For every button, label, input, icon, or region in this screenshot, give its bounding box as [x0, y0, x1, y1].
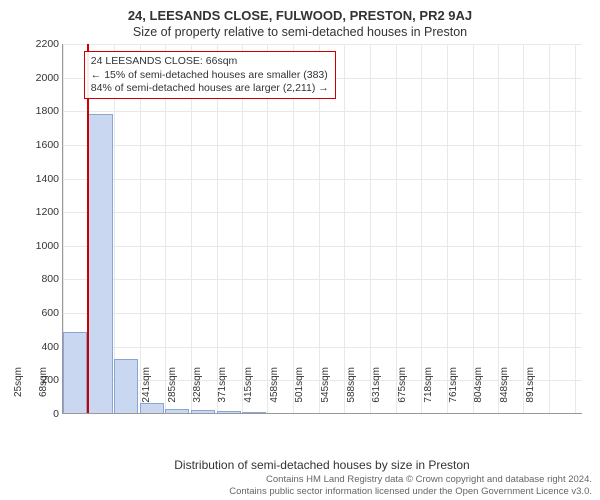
- xtick-label: 371sqm: [217, 367, 228, 417]
- gridline-v: [370, 44, 371, 413]
- chart-subtitle: Size of property relative to semi-detach…: [10, 25, 590, 39]
- annotation-line: 84% of semi-detached houses are larger (…: [91, 82, 329, 95]
- gridline-h: [63, 145, 582, 146]
- gridline-h: [63, 347, 582, 348]
- gridline-v: [267, 44, 268, 413]
- histogram-bar: [165, 409, 189, 413]
- footer-attribution: Contains HM Land Registry data © Crown c…: [229, 474, 592, 498]
- xtick-label: 891sqm: [525, 367, 536, 417]
- histogram-bar: [191, 410, 215, 413]
- chart-container: 24, LEESANDS CLOSE, FULWOOD, PRESTON, PR…: [0, 0, 600, 500]
- gridline-v: [242, 44, 243, 413]
- annotation-line: 24 LEESANDS CLOSE: 66sqm: [91, 55, 329, 68]
- gridline-v: [344, 44, 345, 413]
- plot-area: 0200400600800100012001400160018002000220…: [62, 44, 582, 414]
- histogram-bar: [88, 114, 112, 413]
- gridline-v: [523, 44, 524, 413]
- chart-title: 24, LEESANDS CLOSE, FULWOOD, PRESTON, PR…: [10, 8, 590, 23]
- xtick-label: 415sqm: [243, 367, 254, 417]
- xtick-label: 761sqm: [448, 367, 459, 417]
- xtick-label: 631sqm: [371, 367, 382, 417]
- xtick-label: 501sqm: [294, 367, 305, 417]
- histogram-bar: [242, 412, 266, 413]
- ytick-label: 2000: [36, 72, 63, 84]
- annotation-box: 24 LEESANDS CLOSE: 66sqm← 15% of semi-de…: [84, 51, 336, 98]
- xtick-label: 458sqm: [269, 367, 280, 417]
- annotation-line: ← 15% of semi-detached houses are smalle…: [91, 69, 329, 82]
- gridline-v: [549, 44, 550, 413]
- gridline-h: [63, 212, 582, 213]
- xtick-label: 675sqm: [397, 367, 408, 417]
- ytick-label: 1600: [36, 139, 63, 151]
- ytick-label: 1400: [36, 173, 63, 185]
- gridline-v: [421, 44, 422, 413]
- gridline-v: [191, 44, 192, 413]
- x-axis-label: Distribution of semi-detached houses by …: [62, 458, 582, 472]
- footer-line2: Contains public sector information licen…: [229, 486, 592, 498]
- gridline-v: [140, 44, 141, 413]
- ytick-label: 0: [53, 408, 63, 420]
- gridline-v: [165, 44, 166, 413]
- gridline-v: [217, 44, 218, 413]
- xtick-label: 718sqm: [423, 367, 434, 417]
- histogram-bar: [217, 411, 241, 413]
- gridline-v: [114, 44, 115, 413]
- xtick-label: 545sqm: [320, 367, 331, 417]
- gridline-h: [63, 246, 582, 247]
- xtick-label: 68sqm: [38, 367, 49, 417]
- xtick-label: 804sqm: [473, 367, 484, 417]
- ytick-label: 1200: [36, 206, 63, 218]
- gridline-v: [396, 44, 397, 413]
- gridline-h: [63, 313, 582, 314]
- histogram-bar: [63, 332, 87, 413]
- histogram-bar: [114, 359, 138, 413]
- gridline-v: [447, 44, 448, 413]
- footer-line1: Contains HM Land Registry data © Crown c…: [229, 474, 592, 486]
- gridline-v: [498, 44, 499, 413]
- chart-area: 0200400600800100012001400160018002000220…: [62, 44, 582, 414]
- ytick-label: 1800: [36, 105, 63, 117]
- marker-line: [87, 44, 89, 413]
- gridline-v: [473, 44, 474, 413]
- gridline-v: [293, 44, 294, 413]
- xtick-label: 588sqm: [346, 367, 357, 417]
- ytick-label: 2200: [36, 38, 63, 50]
- histogram-bar: [140, 403, 164, 413]
- xtick-label: 848sqm: [499, 367, 510, 417]
- gridline-h: [63, 111, 582, 112]
- gridline-h: [63, 179, 582, 180]
- ytick-label: 400: [41, 341, 63, 353]
- gridline-h: [63, 279, 582, 280]
- ytick-label: 600: [41, 307, 63, 319]
- ytick-label: 1000: [36, 240, 63, 252]
- gridline-v: [575, 44, 576, 413]
- gridline-v: [319, 44, 320, 413]
- ytick-label: 800: [41, 273, 63, 285]
- gridline-h: [63, 44, 582, 45]
- xtick-label: 25sqm: [13, 367, 24, 417]
